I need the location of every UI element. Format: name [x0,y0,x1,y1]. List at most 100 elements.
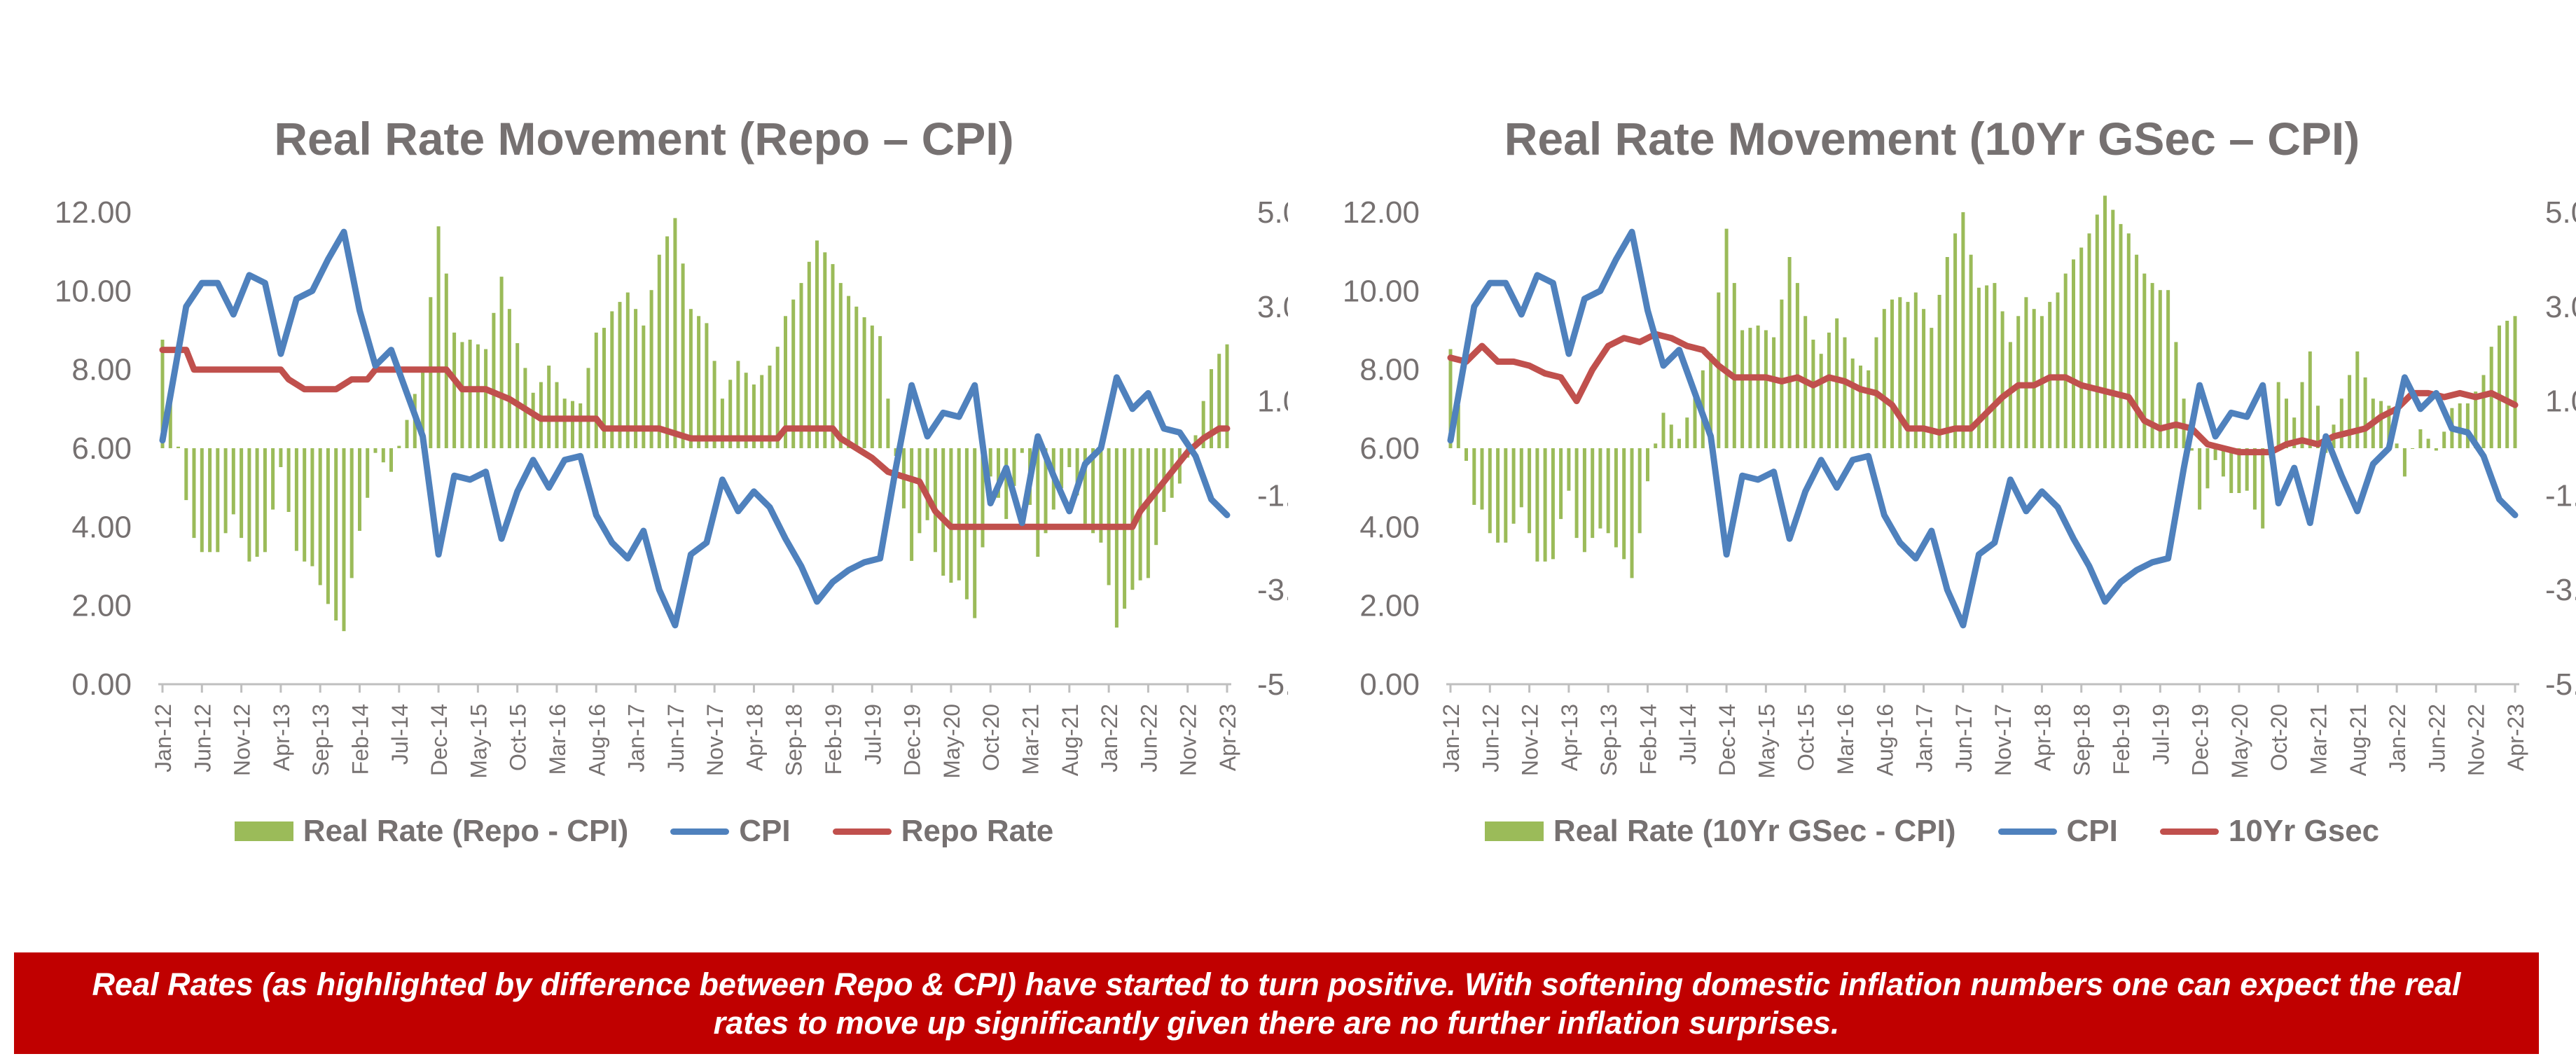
real-rate-bar [949,448,953,583]
real-rate-bar [2300,382,2304,448]
real-rate-bar [870,325,874,448]
x-tick-label: Jun-17 [663,704,688,772]
real-rate-bar [2348,375,2352,448]
conclusion-banner: Real Rates (as highlighted by difference… [14,952,2539,1054]
real-rate-bar [2150,283,2154,448]
real-rate-bar [649,290,653,448]
x-tick-label: Oct-15 [1794,704,1819,771]
real-rate-bar [2056,292,2060,448]
y-right-tick-label: -5.00 [2545,667,2576,702]
legend-label: CPI [739,814,791,848]
real-rate-bar [1740,330,1745,448]
real-rate-bar [1574,448,1579,539]
real-rate-bar [1661,412,1666,448]
x-tick-label: Aug-16 [1872,704,1897,776]
real-rate-bar [1637,448,1642,534]
real-rate-bar [2103,195,2107,448]
real-rate-bar [2158,290,2162,448]
real-rate-bar [2111,209,2115,448]
real-rate-bar [838,283,843,448]
legend-swatch-bar [1484,821,1544,841]
real-rate-bar [847,296,851,448]
real-rate-bar [1922,309,1926,448]
real-rate-bar [247,448,251,562]
x-tick-label: Apr-13 [269,704,294,771]
real-rate-bar [1606,448,1610,534]
real-rate-bar [1004,448,1009,520]
y-left-tick-label: 12.00 [55,195,132,230]
real-rate-bar [476,344,480,448]
chart-canvas-repo: 0.00 2.00 4.00 6.00 8.00 10.00 12.00 -5.00 -3.00… [55,195,1288,779]
real-rate-bar [1488,448,1492,534]
x-tick-label: Apr-18 [742,704,767,771]
x-tick-label: Jan-17 [624,704,649,772]
real-rate-bar [2434,448,2438,451]
y-right-tick-label: -3.00 [1257,573,1288,607]
real-rate-bar [1867,370,1871,448]
real-rate-bar [768,366,772,448]
x-tick-label: Mar-21 [2306,704,2332,775]
real-rate-bar [2126,233,2131,448]
real-rate-bar [2276,382,2280,448]
real-rate-bar [1717,292,1721,448]
real-rate-bar [1067,448,1072,467]
real-rate-bar [657,254,661,448]
real-rate-bar [1906,302,1910,448]
real-rate-bar [1993,283,1997,448]
real-rate-bar [1107,448,1111,585]
real-rate-bar [1953,233,1958,448]
real-rate-bar [1535,448,1539,562]
real-rate-bar [531,392,535,448]
real-rate-bar [941,448,946,576]
real-rate-bar [1567,448,1571,491]
real-rate-bar [1811,340,1815,448]
real-rate-bar [389,448,393,472]
real-rate-bar [1937,295,1941,448]
x-tick-label: Feb-14 [347,704,373,775]
y-left-tick-label: 6.00 [71,431,132,466]
real-rate-bar [1598,448,1602,529]
real-rate-bar [571,401,574,448]
banner-text: Real Rates (as highlighted by difference… [92,966,2461,1041]
y-right-tick-label: -5.00 [1257,667,1288,702]
real-rate-bar [1543,448,1547,562]
real-rate-bar [594,332,598,448]
real-rate-bar [349,448,354,578]
real-rate-bar [625,292,630,448]
x-tick-label: May-20 [2227,704,2252,779]
real-rate-bar [405,419,409,448]
x-tick-label: Jul-14 [387,704,413,765]
x-tick-label: Feb-19 [821,704,846,775]
real-rate-bar [831,264,835,448]
real-rate-bar [1504,448,1508,543]
real-rate-bar [263,448,267,553]
x-tick-label: Mar-21 [1018,704,1044,775]
real-rate-bar [286,448,291,512]
x-tick-label: Jul-19 [2148,704,2173,765]
real-rate-bar [642,325,646,448]
x-tick-label: Jul-19 [860,704,885,765]
real-rate-bar [2308,351,2312,448]
real-rate-bar [1154,448,1158,546]
real-rate-bar [1843,337,1847,448]
real-rate-bar [1850,358,1855,448]
real-rate-bar [988,448,992,477]
real-rate-bar [460,342,464,448]
real-rate-bar [2465,403,2470,448]
real-rate-bar [973,448,977,618]
y-left-tick-label: 0.00 [1359,667,1420,702]
legend-repo: Real Rate (Repo - CPI) CPI Repo Rate [0,814,1288,849]
real-rate-bar [1677,438,1681,448]
legend-label: Repo Rate [901,814,1054,848]
real-rate-bar [1930,328,1934,448]
real-rate-bar [2237,448,2241,493]
real-rate-bars [1448,195,2517,578]
real-rate-bar [886,398,890,448]
real-rate-bar [1083,448,1087,524]
real-rate-bar [2135,254,2139,448]
x-tick-label: Oct-15 [506,704,531,771]
legend-item-repo-rate: Repo Rate [832,814,1054,849]
chart-title-gsec: Real Rate Movement (10Yr GSec – CPI) [1504,113,2360,165]
x-tick-label: Jun-12 [1478,704,1503,772]
x-tick-label: Jan-22 [1097,704,1122,772]
